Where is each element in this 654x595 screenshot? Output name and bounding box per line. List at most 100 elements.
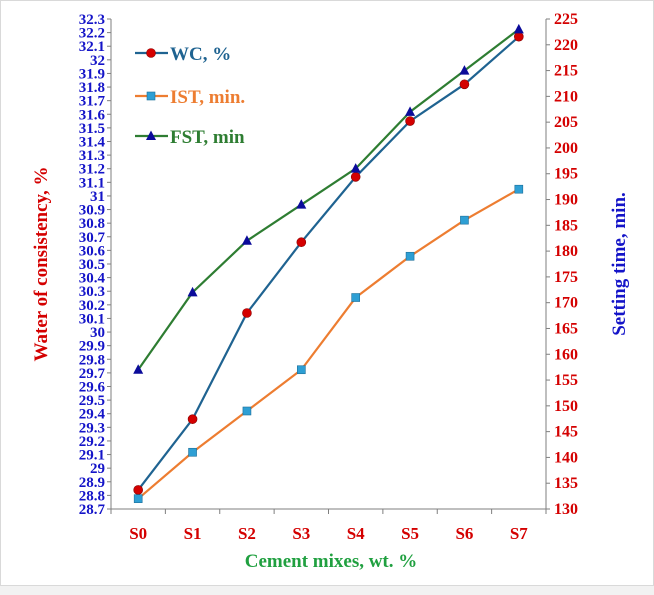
data-point-ist — [297, 365, 306, 375]
data-point-fst — [187, 286, 198, 297]
data-point-ist — [514, 184, 524, 194]
x-tick-label: S0 — [129, 524, 147, 543]
right-tick-label: 210 — [554, 88, 578, 105]
left-tick-label: 32 — [90, 53, 105, 69]
data-point-fst — [405, 106, 416, 116]
left-tick-label: 32.3 — [79, 12, 105, 28]
right-tick-label: 185 — [554, 217, 578, 234]
right-tick-label: 175 — [554, 269, 578, 286]
x-tick-label: S2 — [238, 524, 256, 543]
x-axis-ticks: S0 S1 S2 S3 S4 S5 S6 S7 — [110, 509, 547, 543]
data-point-wc — [242, 308, 252, 318]
left-tick-label: 32.1 — [79, 39, 105, 55]
left-tick-label: 30.7 — [79, 230, 106, 246]
series-line-ist — [137, 188, 520, 500]
left-tick-label: 31.3 — [79, 148, 105, 164]
right-tick-label: 165 — [554, 320, 578, 337]
data-point-fst — [350, 163, 361, 173]
right-tick-label: 145 — [554, 424, 578, 441]
left-tick-label: 30.9 — [79, 203, 105, 219]
left-tick-label: 31.8 — [79, 80, 105, 96]
legend-label-ist: IST, min. — [170, 87, 245, 108]
data-point-fst — [241, 235, 252, 245]
right-tick-label: 190 — [554, 192, 578, 209]
data-point-wc — [514, 31, 524, 42]
left-tick-label: 29.1 — [79, 448, 105, 464]
left-tick-label: 31 — [90, 189, 105, 205]
x-tick-label: S7 — [510, 524, 528, 543]
left-tick-label: 28.7 — [79, 502, 106, 518]
right-axis-title: Setting time, min. — [609, 192, 630, 336]
right-axis-ticks: 130 135 140 145 150 155 160 165 170 175 180 185 190 1… — [546, 11, 578, 518]
right-tick-label: 220 — [554, 37, 578, 54]
left-tick-label: 30.8 — [79, 216, 105, 232]
left-tick-label: 29.6 — [79, 380, 106, 396]
left-tick-label: 30 — [90, 325, 105, 341]
series-line-wc — [137, 35, 520, 491]
legend: WC, % IST, min. FST, min — [135, 44, 245, 148]
right-tick-label: 195 — [554, 166, 578, 183]
right-tick-label: 140 — [554, 449, 578, 466]
right-tick-label: 200 — [554, 140, 578, 157]
right-tick-label: 130 — [554, 501, 578, 518]
left-tick-label: 29.4 — [79, 407, 106, 423]
left-tick-label: 30.6 — [79, 243, 106, 259]
data-point-fst — [296, 199, 307, 209]
left-tick-label: 29.3 — [79, 420, 105, 436]
data-point-fst — [459, 65, 470, 75]
legend-label-fst: FST, min — [170, 127, 245, 148]
left-tick-label: 29.5 — [79, 393, 105, 409]
right-tick-label: 170 — [554, 295, 578, 312]
x-axis-title: Cement mixes, wt. % — [245, 551, 418, 572]
left-axis-title: Water of consistency, % — [31, 167, 52, 362]
data-point-fst — [513, 23, 524, 34]
data-point-wc — [459, 79, 470, 90]
data-point-ist — [405, 251, 415, 261]
legend-marker-fst — [146, 130, 156, 140]
left-tick-label: 30.4 — [79, 271, 106, 287]
right-tick-label: 155 — [554, 372, 578, 389]
left-tick-label: 31.2 — [79, 162, 105, 178]
right-tick-label: 150 — [554, 398, 578, 415]
right-tick-label: 225 — [554, 11, 578, 28]
data-point-wc — [133, 485, 143, 495]
right-tick-label: 205 — [554, 114, 578, 131]
x-tick-label: S3 — [292, 524, 310, 543]
left-tick-label: 31.9 — [79, 66, 105, 82]
x-tick-label: S6 — [455, 524, 473, 543]
left-tick-label: 30.3 — [79, 284, 105, 300]
right-tick-label: 135 — [554, 475, 578, 492]
series-line-fst — [137, 28, 520, 371]
data-point-ist — [133, 494, 143, 503]
legend-marker-wc — [146, 48, 156, 58]
right-tick-label: 180 — [554, 243, 578, 260]
data-point-fst — [133, 364, 144, 374]
left-tick-label: 31.1 — [79, 175, 105, 191]
left-tick-label: 30.5 — [79, 257, 105, 273]
left-tick-label: 29.2 — [79, 434, 105, 450]
left-tick-label: 28.8 — [79, 488, 105, 504]
left-tick-label: 29.8 — [79, 352, 105, 368]
left-tick-label: 31.4 — [79, 135, 106, 151]
data-point-wc — [405, 116, 415, 126]
data-point-wc — [187, 414, 198, 424]
left-tick-label: 31.6 — [79, 107, 106, 123]
right-tick-label: 160 — [554, 346, 578, 363]
left-tick-label: 28.9 — [79, 475, 105, 491]
left-tick-label: 31.7 — [79, 94, 106, 110]
legend-label-wc: WC, % — [170, 44, 231, 65]
data-point-wc — [350, 172, 361, 182]
x-tick-label: S4 — [347, 524, 365, 543]
left-tick-label: 29 — [90, 461, 105, 477]
data-point-ist — [242, 406, 252, 416]
data-point-wc — [296, 237, 307, 248]
data-point-ist — [188, 447, 197, 457]
x-tick-label: S5 — [401, 524, 419, 543]
left-tick-label: 30.1 — [79, 311, 105, 327]
series-layer — [133, 23, 524, 503]
left-tick-label: 31.5 — [79, 121, 105, 137]
right-tick-label: 215 — [554, 63, 578, 80]
